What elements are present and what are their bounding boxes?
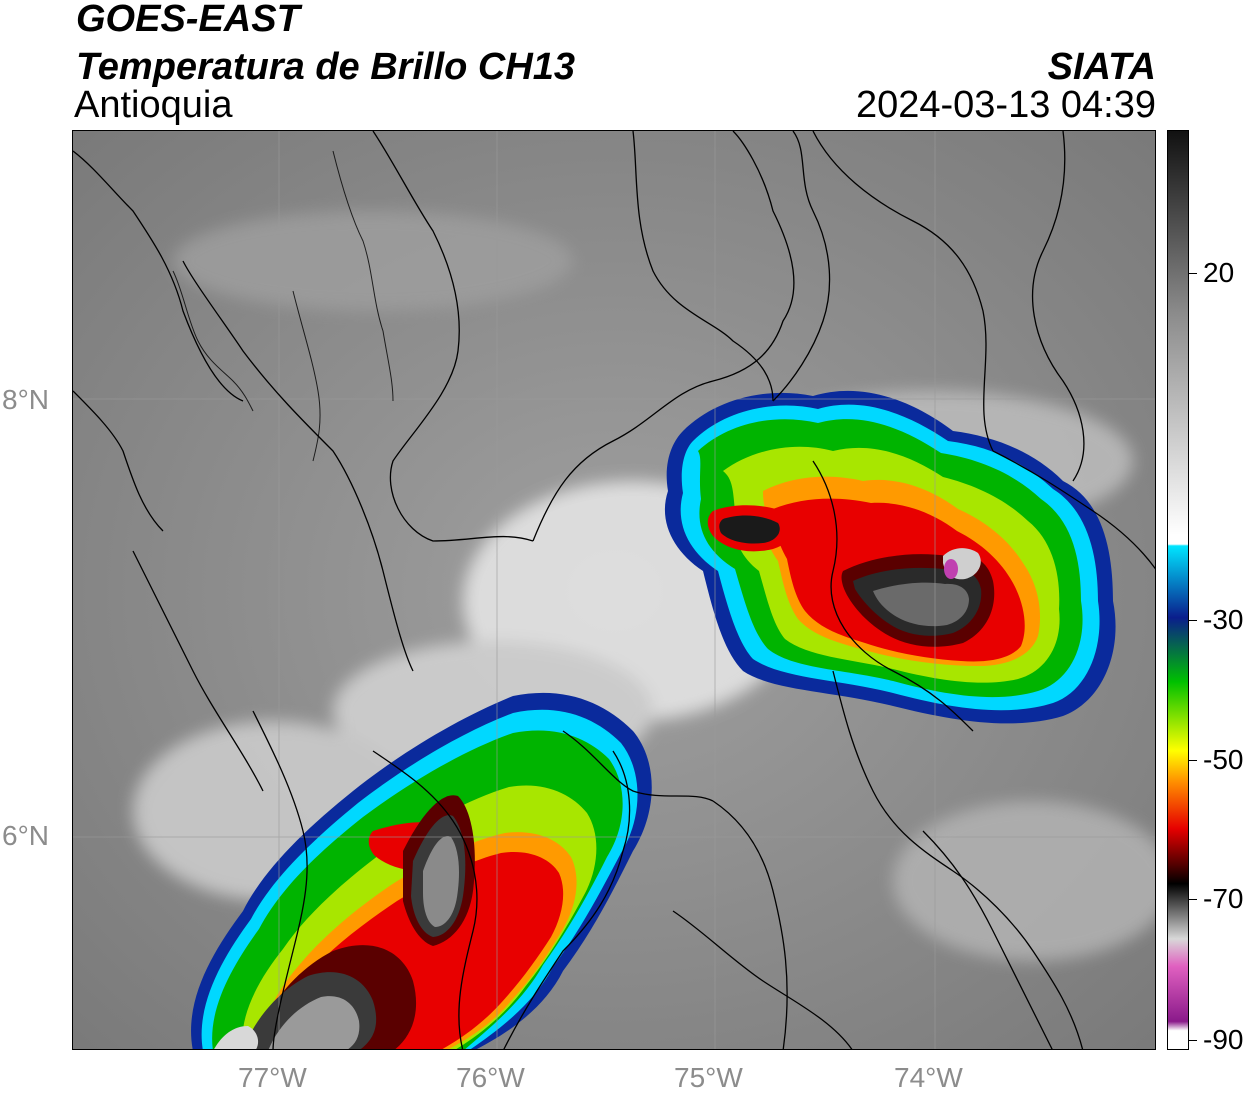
storm-southwest [191,693,652,1049]
administrative-borders [73,131,1155,1049]
colorbar-label-20: 20 [1203,257,1235,288]
coastline [172,150,394,462]
lon-label-77w: 77°W [238,1062,307,1093]
colorbar-tick-20 [1189,273,1197,274]
datetime-title: 2024-03-13 04:39 [855,84,1156,126]
colorbar-tick-minus90 [1189,1040,1197,1041]
brightness-temperature-map [73,131,1155,1049]
colorbar-tick-minus50 [1189,760,1197,761]
source-title: SIATA [1047,46,1156,88]
lon-label-74w: 74°W [894,1062,963,1093]
graticule [73,131,1155,1049]
satellite-title: GOES-EAST [76,0,300,40]
colorbar-label-minus50: -50 [1203,744,1244,775]
colorbar-label-minus70: -70 [1203,883,1244,914]
lat-label-6n: 6°N [2,820,49,851]
map-panel [72,130,1156,1050]
lat-label-8n: 8°N [2,384,49,415]
colorbar-label-minus90: -90 [1203,1024,1244,1055]
region-title: Antioquia [74,84,233,126]
lon-label-76w: 76°W [456,1062,525,1093]
colorbar-label-minus30: -30 [1203,604,1244,635]
lon-label-75w: 75°W [674,1062,743,1093]
colorbar [1167,130,1189,1050]
product-title: Temperatura de Brillo CH13 [76,46,576,88]
storm-east [664,390,1116,724]
colorbar-tick-minus70 [1189,899,1197,900]
colorbar-tick-minus30 [1189,620,1197,621]
